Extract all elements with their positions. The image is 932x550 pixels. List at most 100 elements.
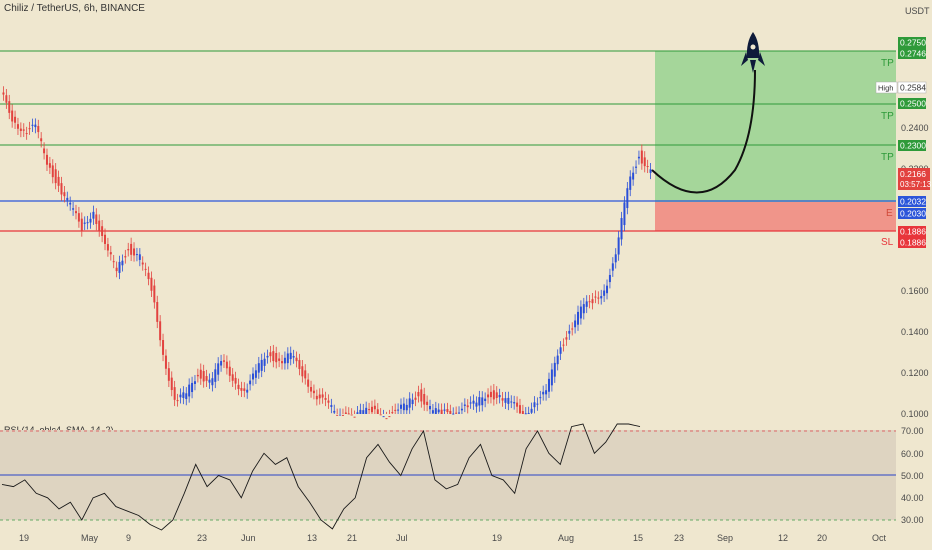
badge-high: 0.2584 (900, 83, 926, 93)
candle-body (83, 222, 86, 224)
candle-body (649, 169, 652, 173)
candle-body (295, 357, 298, 362)
entry-label: E (886, 208, 893, 219)
candle-body (112, 261, 115, 263)
candle-body (440, 409, 443, 414)
badge-sl-b: 0.1886 (900, 238, 926, 248)
candle-body (11, 110, 14, 122)
candles-layer (2, 86, 652, 420)
candle-body (121, 260, 124, 266)
candle-body (109, 252, 112, 255)
candle-body (252, 373, 255, 380)
time-tick: 9 (126, 533, 131, 543)
candle-body (399, 404, 402, 409)
candle-body (54, 169, 57, 184)
candle-body (208, 379, 211, 383)
candle-body (643, 157, 646, 167)
candle-body (545, 390, 548, 395)
candle-body (246, 389, 249, 393)
candle-body (420, 389, 423, 402)
rsi-tick: 30.00 (901, 515, 924, 525)
candle-body (513, 402, 516, 404)
sl-zone (655, 202, 896, 231)
time-tick: 23 (674, 533, 684, 543)
candle-body (34, 124, 37, 128)
candle-body (45, 154, 48, 165)
candle-body (124, 256, 127, 258)
candle-body (191, 382, 194, 393)
candle-body (385, 418, 388, 420)
candle-body (626, 188, 629, 209)
candle-body (463, 404, 466, 406)
candle-body (637, 156, 640, 159)
candle-body (339, 414, 342, 416)
chart-title: Chiliz / TetherUS, 6h, BINANCE (4, 3, 145, 14)
candle-body (263, 358, 266, 366)
candle-body (324, 397, 327, 400)
candle-body (202, 371, 205, 382)
price-tick: 0.1200 (901, 368, 929, 378)
time-tick: Aug (558, 533, 574, 543)
candle-body (434, 408, 437, 414)
candle-body (281, 361, 284, 364)
candle-body (31, 124, 34, 126)
candle-body (466, 405, 469, 408)
candle-body (571, 328, 574, 330)
time-tick: 20 (817, 533, 827, 543)
candle-body (362, 410, 365, 414)
candle-body (376, 409, 379, 414)
candle-body (214, 369, 217, 382)
candle-body (222, 360, 225, 362)
candle-body (72, 208, 75, 210)
time-tick: 13 (307, 533, 317, 543)
candle-body (43, 148, 46, 154)
candle-body (597, 297, 600, 299)
candle-body (333, 410, 336, 413)
candle-body (196, 374, 199, 377)
candle-body (173, 387, 176, 400)
candle-body (106, 244, 109, 251)
candle-body (205, 376, 208, 381)
candle-body (640, 150, 643, 164)
candle-body (501, 398, 504, 401)
candle-body (614, 254, 617, 263)
time-axis: 19 May 9 23 Jun 13 21 Jul 19 Aug 15 23 S… (19, 533, 887, 543)
candle-body (527, 412, 530, 414)
candle-body (606, 285, 609, 294)
candle-body (225, 361, 228, 369)
candle-body (286, 353, 289, 364)
candle-body (147, 272, 150, 280)
candle-body (336, 414, 339, 416)
candle-body (382, 416, 385, 418)
candle-body (472, 400, 475, 404)
candle-body (92, 211, 95, 219)
candle-body (307, 379, 310, 387)
candle-body (542, 391, 545, 395)
badge-tp2: 0.2500 (900, 99, 926, 109)
candle-body (344, 412, 347, 414)
candle-body (283, 357, 286, 364)
candle-body (530, 408, 533, 413)
candle-body (443, 409, 446, 411)
tp3-label: TP (881, 58, 894, 69)
badge-tp1: 0.2300 (900, 141, 926, 151)
candle-body (8, 101, 11, 113)
candle-body (458, 412, 461, 414)
candle-body (25, 133, 28, 135)
candle-body (135, 254, 138, 256)
candle-body (211, 378, 214, 386)
rsi-axis: 70.00 60.00 50.00 40.00 30.00 (901, 426, 924, 525)
candle-body (478, 397, 481, 406)
candle-body (37, 126, 40, 133)
candle-body (77, 213, 80, 222)
tp1-label: TP (881, 152, 894, 163)
candle-body (510, 401, 513, 403)
candle-body (266, 355, 269, 358)
candle-body (298, 360, 301, 370)
candle-body (394, 409, 397, 411)
candle-body (574, 320, 577, 328)
tp2-label: TP (881, 111, 894, 122)
candle-body (237, 384, 240, 390)
badge-entry-a: 0.2032 (900, 197, 926, 207)
